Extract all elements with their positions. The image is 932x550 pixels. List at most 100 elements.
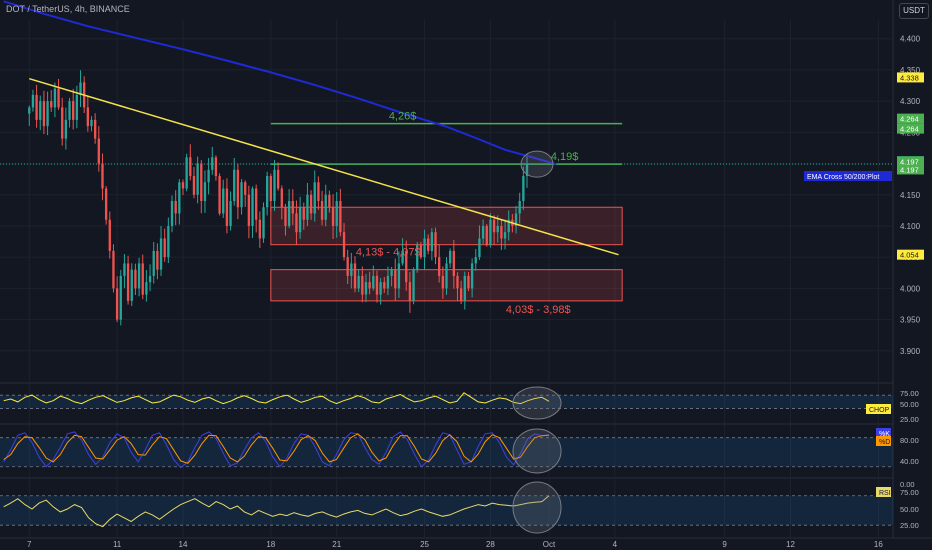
candle[interactable] bbox=[200, 160, 203, 214]
candle[interactable] bbox=[240, 179, 243, 215]
candle[interactable] bbox=[522, 166, 525, 210]
candle[interactable] bbox=[174, 190, 177, 226]
candle[interactable] bbox=[485, 224, 488, 247]
candle[interactable] bbox=[284, 203, 287, 236]
candle[interactable] bbox=[167, 217, 170, 263]
candle[interactable] bbox=[156, 243, 159, 280]
candle[interactable] bbox=[53, 82, 57, 118]
candle[interactable] bbox=[211, 146, 214, 175]
candle[interactable] bbox=[46, 91, 49, 136]
descending-trendline[interactable] bbox=[29, 77, 619, 256]
candle[interactable] bbox=[119, 269, 122, 326]
candle[interactable] bbox=[90, 116, 93, 132]
candle[interactable] bbox=[269, 173, 272, 212]
candle[interactable] bbox=[298, 196, 302, 239]
candle[interactable] bbox=[379, 277, 382, 305]
candle[interactable] bbox=[86, 96, 90, 132]
candle[interactable] bbox=[134, 263, 137, 296]
candle[interactable] bbox=[514, 206, 518, 234]
candle[interactable] bbox=[518, 192, 521, 224]
candle[interactable] bbox=[386, 266, 390, 296]
candle[interactable] bbox=[273, 160, 276, 211]
candle[interactable] bbox=[178, 179, 181, 225]
candle[interactable] bbox=[412, 267, 415, 305]
candle[interactable] bbox=[170, 195, 174, 233]
candle[interactable] bbox=[130, 263, 133, 306]
candle[interactable] bbox=[57, 78, 60, 110]
candle[interactable] bbox=[233, 158, 236, 206]
candle[interactable] bbox=[438, 244, 441, 283]
candle[interactable] bbox=[496, 215, 499, 243]
candle[interactable] bbox=[456, 272, 459, 301]
candle[interactable] bbox=[185, 153, 188, 192]
candle[interactable] bbox=[309, 190, 313, 220]
candle[interactable] bbox=[276, 162, 280, 191]
candle[interactable] bbox=[335, 192, 338, 238]
candle[interactable] bbox=[408, 272, 412, 313]
candle[interactable] bbox=[372, 265, 375, 291]
candle[interactable] bbox=[251, 186, 254, 238]
candle[interactable] bbox=[361, 266, 364, 303]
candle[interactable] bbox=[181, 179, 185, 195]
candle[interactable] bbox=[159, 226, 163, 276]
candle[interactable] bbox=[507, 210, 510, 241]
candle[interactable] bbox=[302, 202, 305, 230]
candle[interactable] bbox=[467, 272, 470, 292]
candle[interactable] bbox=[441, 266, 445, 299]
candle[interactable] bbox=[236, 163, 240, 220]
time-axis[interactable]: 7 11 14 18 21 25 28 Oct 4 9 12 16 bbox=[27, 540, 883, 549]
candle[interactable] bbox=[31, 89, 35, 112]
candle[interactable] bbox=[320, 190, 324, 226]
candle[interactable] bbox=[452, 239, 455, 289]
candle[interactable] bbox=[207, 157, 210, 195]
candle[interactable] bbox=[489, 213, 492, 248]
candle[interactable] bbox=[35, 84, 38, 128]
candle[interactable] bbox=[50, 90, 53, 112]
zone-box-1[interactable] bbox=[270, 206, 623, 246]
candle[interactable] bbox=[339, 188, 342, 237]
candle[interactable] bbox=[350, 252, 353, 289]
candle[interactable] bbox=[342, 223, 346, 261]
candle[interactable] bbox=[463, 271, 466, 310]
candle[interactable] bbox=[492, 215, 496, 245]
candle[interactable] bbox=[470, 258, 474, 298]
candle[interactable] bbox=[145, 270, 148, 302]
candle[interactable] bbox=[383, 276, 386, 293]
candle[interactable] bbox=[79, 70, 82, 107]
candle[interactable] bbox=[503, 219, 507, 250]
candle[interactable] bbox=[141, 254, 144, 300]
candle[interactable] bbox=[401, 238, 404, 266]
candle[interactable] bbox=[295, 200, 298, 245]
candle[interactable] bbox=[405, 240, 408, 291]
candle[interactable] bbox=[229, 191, 232, 231]
candle[interactable] bbox=[397, 251, 401, 298]
candle[interactable] bbox=[478, 225, 481, 260]
candle[interactable] bbox=[203, 170, 207, 213]
candle[interactable] bbox=[112, 244, 115, 293]
candle[interactable] bbox=[255, 184, 258, 233]
candle[interactable] bbox=[459, 280, 463, 305]
candle[interactable] bbox=[93, 113, 97, 144]
candle[interactable] bbox=[137, 257, 141, 297]
trendline-line[interactable] bbox=[29, 77, 619, 256]
candle[interactable] bbox=[152, 241, 155, 284]
candle[interactable] bbox=[313, 170, 316, 222]
candle[interactable] bbox=[28, 105, 31, 126]
candle[interactable] bbox=[390, 266, 393, 287]
candle[interactable] bbox=[500, 219, 503, 250]
candle[interactable] bbox=[222, 179, 225, 218]
candle[interactable] bbox=[419, 241, 423, 260]
candle[interactable] bbox=[247, 185, 251, 239]
candle[interactable] bbox=[115, 276, 119, 323]
candle[interactable] bbox=[445, 257, 448, 295]
candle[interactable] bbox=[306, 182, 309, 227]
candle[interactable] bbox=[104, 185, 108, 225]
candle[interactable] bbox=[291, 189, 294, 226]
candle[interactable] bbox=[474, 249, 477, 271]
candle[interactable] bbox=[346, 249, 349, 285]
candle[interactable] bbox=[97, 126, 100, 172]
candle[interactable] bbox=[317, 176, 320, 210]
candle[interactable] bbox=[416, 241, 419, 273]
candle[interactable] bbox=[430, 228, 434, 261]
